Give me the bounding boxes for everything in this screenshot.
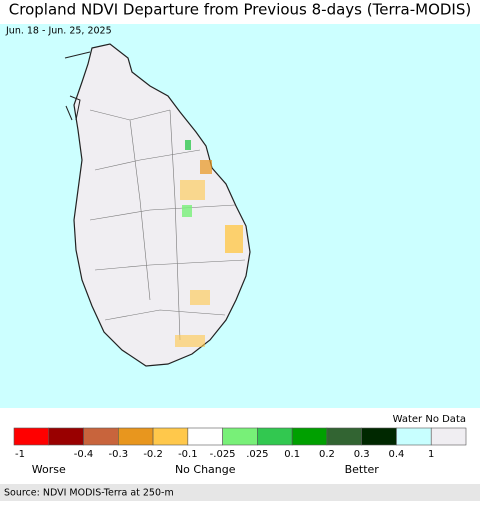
legend-tick: -1 — [15, 449, 25, 460]
island — [73, 43, 251, 367]
legend-swatch — [83, 427, 119, 446]
source: Source: NDVI MODIS-Terra at 250-m — [4, 488, 174, 499]
legend-tick: 0.2 — [319, 449, 335, 460]
district-lines — [89, 109, 246, 341]
legend-tick: -0.1 — [178, 449, 198, 460]
legend-swatch — [48, 427, 84, 446]
legend-tick: .025 — [246, 449, 268, 460]
legend-group: No Change — [175, 463, 236, 476]
legend-swatch — [430, 427, 467, 446]
legend: -1 -0.4 -0.3 -0.2 -0.1 -.025 .025 0.1 0.2 0.3 0.4 1… — [13, 427, 467, 476]
legend-swatch — [222, 427, 258, 446]
legend-tick: 0.3 — [354, 449, 370, 460]
legend-tick: -0.3 — [109, 449, 129, 460]
legend-tick: 1 — [428, 449, 434, 460]
legend-group: Worse — [32, 463, 66, 476]
legend-tick: 0.4 — [389, 449, 405, 460]
footer-bar — [0, 484, 480, 501]
legend-swatch — [187, 427, 223, 446]
legend-swatch — [396, 427, 432, 446]
legend-swatch — [13, 427, 50, 446]
subtitle: Jun. 18 - Jun. 25, 2025 — [5, 26, 112, 37]
legend-swatch — [361, 427, 397, 446]
change-pixels — [175, 140, 243, 347]
legend-swatch — [291, 427, 328, 446]
legend-tick: -.025 — [210, 449, 236, 460]
legend-tick: -0.2 — [143, 449, 163, 460]
jaffna-coast — [64, 51, 91, 121]
title: Cropland NDVI Departure from Previous 8-… — [9, 1, 471, 19]
legend-swatch — [118, 427, 154, 446]
legend-swatch — [152, 427, 189, 446]
legend-group: Better — [345, 463, 380, 476]
legend-swatch — [257, 427, 293, 446]
legend-heading: Water No Data — [393, 414, 466, 425]
legend-tick: -0.4 — [74, 449, 94, 460]
legend-swatch — [326, 427, 362, 446]
legend-tick: 0.1 — [284, 449, 300, 460]
